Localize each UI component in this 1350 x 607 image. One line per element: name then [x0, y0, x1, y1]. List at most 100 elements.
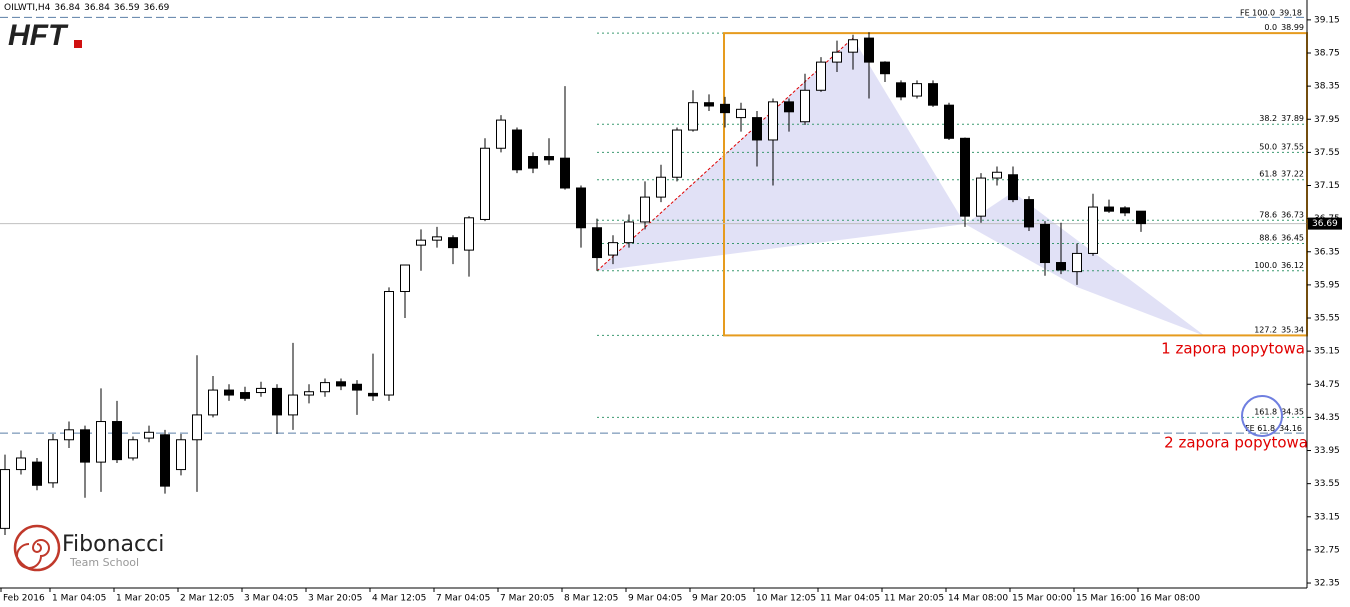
logo-team-school: Team School — [69, 556, 139, 569]
candle-body — [720, 103, 730, 114]
candle-body — [32, 461, 42, 486]
fib-ratio: 78.6 — [1259, 210, 1277, 219]
candle-body — [864, 37, 874, 63]
candle-body — [592, 227, 602, 259]
candle-body — [992, 171, 1002, 179]
x-tick-label: 11 Mar 04:05 — [820, 594, 880, 604]
pattern-bcd — [965, 192, 1205, 336]
candle-body — [880, 61, 890, 75]
x-tick-label: 9 Mar 20:05 — [692, 594, 746, 604]
candle-body — [96, 421, 106, 463]
candle-body — [768, 101, 778, 141]
candle-body — [960, 137, 970, 217]
fib-ratio: 0.0 — [1264, 23, 1277, 32]
candle-body — [912, 83, 922, 97]
logo-fibonacci-icon — [13, 524, 61, 572]
y-tick-label: 35.55 — [1314, 314, 1340, 324]
fib-value: 36.12 — [1281, 260, 1304, 269]
y-tick-label: 37.55 — [1314, 148, 1340, 158]
candle-body — [176, 439, 186, 471]
candle-body — [400, 264, 410, 293]
logo-hft-dot — [74, 40, 82, 48]
fe-value: 39.18 — [1279, 8, 1302, 17]
candle-body — [752, 117, 762, 141]
x-tick-label: 8 Mar 12:05 — [564, 594, 618, 604]
y-tick-label: 34.35 — [1314, 413, 1340, 423]
fe-label: FE 61.8 34.16 — [1245, 424, 1302, 433]
fib-ratio: 50.0 — [1259, 142, 1277, 151]
y-tick-label: 37.15 — [1314, 181, 1340, 191]
x-tick-label: 3 Mar 04:05 — [244, 594, 298, 604]
candle-body — [0, 469, 10, 529]
plot-layer: FE 100.0 39.18 FE 61.8 34.16 0.0 38.99 38.2 37.… — [0, 8, 1308, 535]
candle-body — [288, 394, 298, 416]
chart-header: OILWTI,H4 36.84 36.84 36.59 36.69 — [4, 3, 170, 13]
candle-body — [736, 108, 746, 119]
fib-ratio: 161.8 — [1254, 407, 1277, 416]
x-tick-label: 7 Mar 04:05 — [436, 594, 490, 604]
y-tick-label: 35.95 — [1314, 280, 1340, 290]
x-tick-label: 16 Mar 08:00 — [1140, 594, 1200, 604]
fib-label: 88.6 36.45 — [1259, 233, 1304, 242]
candle-body — [656, 176, 666, 198]
annotation: 2 zapora popytowa — [1164, 434, 1308, 452]
candle-body — [784, 101, 794, 113]
candle-body — [416, 239, 426, 246]
x-tick-label: 15 Mar 16:00 — [1076, 594, 1136, 604]
x-tick-label: 14 Mar 08:00 — [948, 594, 1008, 604]
candle-body — [832, 51, 842, 63]
fe-value: 34.16 — [1279, 424, 1302, 433]
candle-body — [848, 39, 858, 53]
x-tick-label: 3 Mar 20:05 — [308, 594, 362, 604]
y-tick-label: 33.15 — [1314, 512, 1340, 522]
y-tick-label: 38.35 — [1314, 82, 1340, 92]
fib-ratio: 100.0 — [1254, 260, 1277, 269]
y-tick-label: 33.95 — [1314, 446, 1340, 456]
candle-body — [1056, 262, 1066, 271]
y-tick-label: 38.75 — [1314, 49, 1340, 59]
y-tick-label: 37.95 — [1314, 115, 1340, 125]
candle-body — [128, 439, 138, 459]
candle-body — [336, 381, 346, 387]
fib-anchor-line — [596, 37, 854, 272]
y-tick-label: 32.35 — [1314, 579, 1340, 589]
candle-body — [464, 217, 474, 251]
y-tick-label: 32.75 — [1314, 545, 1340, 555]
candle-body — [112, 421, 122, 461]
candle-body — [624, 221, 634, 244]
x-tick-label: 1 Mar 04:05 — [52, 594, 106, 604]
candle-body — [640, 196, 650, 223]
candle-body — [1008, 174, 1018, 201]
fib-value: 35.34 — [1281, 325, 1304, 334]
y-tick-label: 36.35 — [1314, 247, 1340, 257]
candle-body — [16, 457, 26, 471]
fib-label: 161.8 34.35 — [1254, 407, 1304, 416]
logo-hft: HFT — [8, 19, 69, 52]
candle-body — [528, 156, 538, 169]
current-price-tag — [1308, 217, 1342, 230]
candle-body — [800, 89, 810, 123]
candle-body — [1072, 252, 1082, 273]
x-tick-label: Feb 2016 — [3, 594, 45, 604]
candle-body — [64, 429, 74, 441]
candle-body — [272, 387, 282, 416]
candle-body — [544, 156, 554, 161]
fib-ratio: 61.8 — [1259, 169, 1277, 178]
x-tick-label: 10 Mar 12:05 — [756, 594, 816, 604]
fib-ratio: 88.6 — [1259, 233, 1277, 242]
candle-body — [816, 61, 826, 91]
candle-body — [976, 177, 986, 217]
fib-ratio: 38.2 — [1259, 114, 1277, 123]
fe-label: FE 100.0 39.18 — [1240, 8, 1302, 17]
fib-value: 36.73 — [1281, 210, 1304, 219]
candle-body — [160, 434, 170, 487]
fib-label: 127.2 35.34 — [1254, 325, 1304, 334]
current-price-label: 36.69 — [1312, 219, 1338, 229]
y-tick-label: 34.75 — [1314, 380, 1340, 390]
candle-body — [688, 102, 698, 131]
x-tick-label: 4 Mar 12:05 — [372, 594, 426, 604]
candle-body — [1040, 223, 1050, 264]
x-tick-label: 11 Mar 20:05 — [884, 594, 944, 604]
candle-body — [48, 439, 58, 484]
